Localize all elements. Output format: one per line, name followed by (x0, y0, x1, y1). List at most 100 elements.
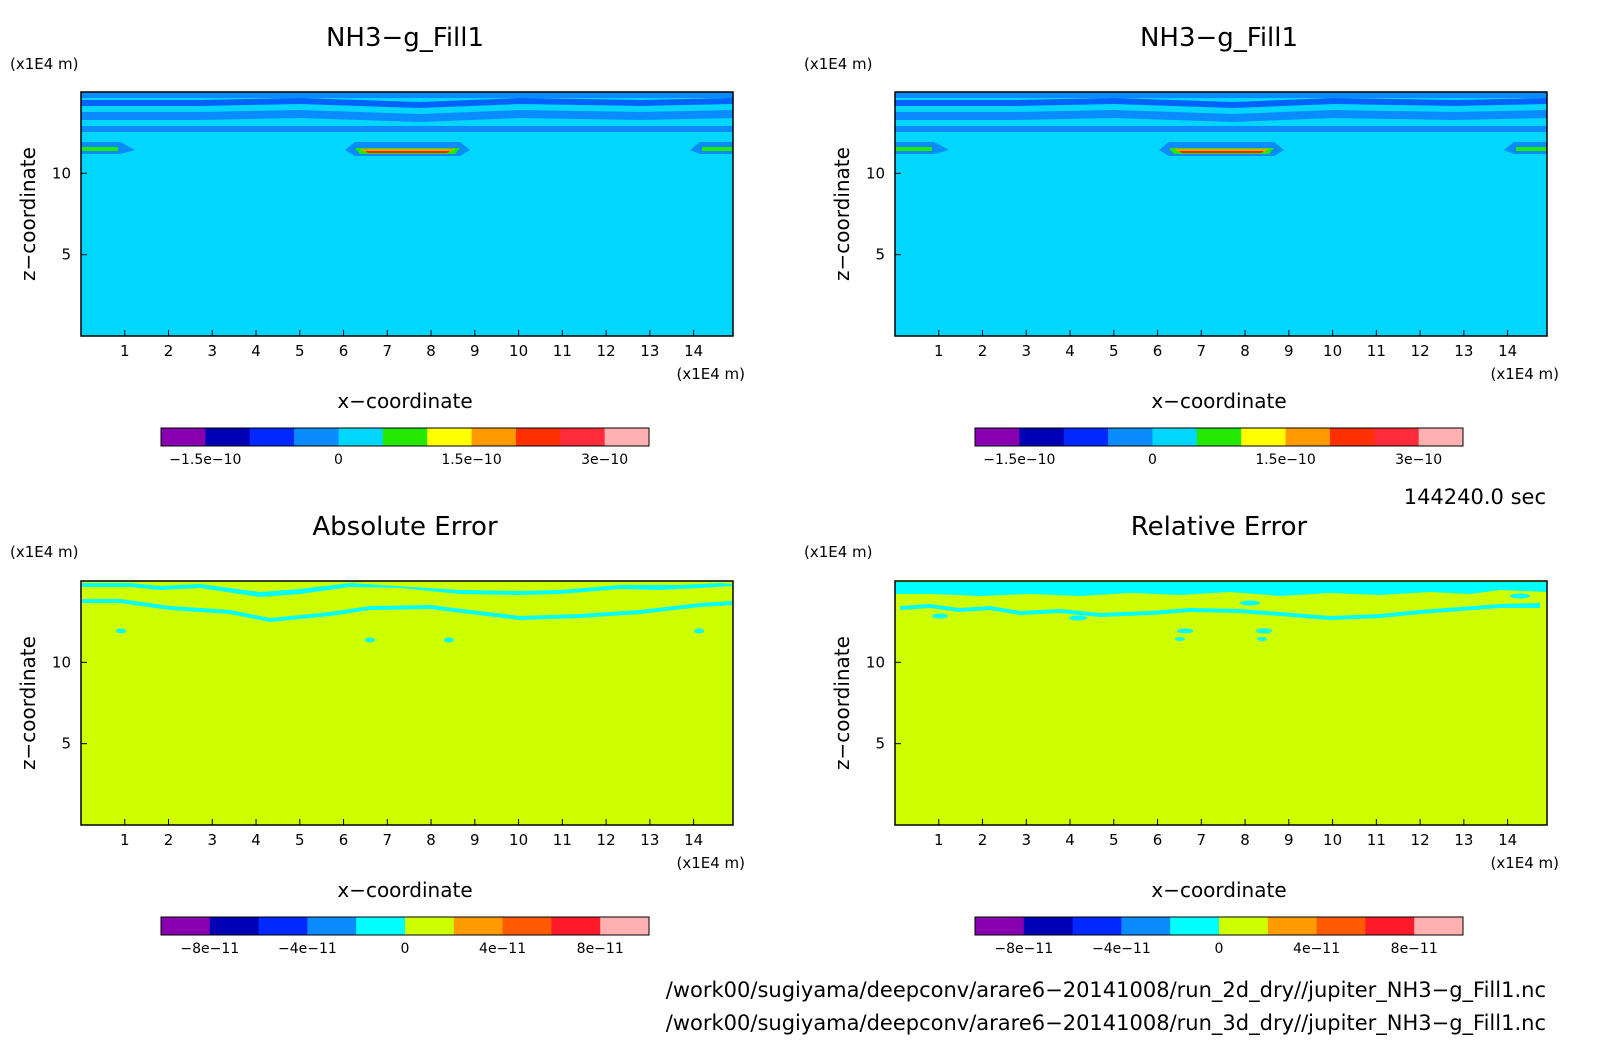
colorbar-swatch (1414, 917, 1464, 935)
colorbar-swatch (161, 428, 206, 446)
x-tick-label: 13 (1454, 831, 1473, 849)
colorbar-tick-label: −4e−11 (1092, 941, 1151, 957)
colorbar: −8e−11 −4e−11 0 4e−11 8e−11 (974, 916, 1464, 957)
x-tick-label: 8 (1240, 831, 1250, 849)
colorbar-swatch (258, 917, 308, 935)
x-axis-ticks: 1 2 3 4 5 6 7 8 9 10 11 12 13 14 (120, 819, 703, 849)
x-tick-label: 11 (1367, 342, 1386, 360)
x-tick-label: 2 (978, 831, 988, 849)
contour-feature (694, 628, 704, 634)
x-tick-label: 6 (339, 342, 349, 360)
contour-feature (1257, 637, 1267, 641)
x-tick-label: 7 (383, 342, 393, 360)
colorbar-swatch (249, 428, 295, 446)
panel-top-left: NH3−g_Fill1 (x1E4 m) 1 2 3 4 5 6 7 8 9 10 11 12 13 14… (10, 23, 745, 468)
y-tick-label: 5 (61, 735, 71, 753)
x-tick-label: 1 (120, 831, 130, 849)
colorbar-tick-label: 0 (1215, 941, 1224, 957)
x-axis-ticks: 1 2 3 4 5 6 7 8 9 10 11 12 13 14 (934, 819, 1517, 849)
colorbar-tick-label: −8e−11 (180, 941, 239, 957)
y-unit-label: (x1E4 m) (804, 55, 873, 73)
plot-frame (80, 91, 734, 337)
colorbar-swatch (600, 917, 650, 935)
contour-feature (895, 147, 932, 151)
colorbar-swatch (1219, 917, 1269, 935)
x-tick-label: 3 (1022, 342, 1032, 360)
x-tick-label: 13 (640, 342, 659, 360)
colorbar-swatch (1418, 428, 1464, 446)
contour-band (81, 92, 733, 98)
x-tick-label: 5 (1109, 342, 1119, 360)
colorbar: −1.5e−10 0 1.5e−10 3e−10 (160, 427, 650, 468)
x-tick-label: 10 (509, 342, 528, 360)
colorbar-tick-label: −8e−11 (994, 941, 1053, 957)
colorbar-tick-label: 1.5e−10 (441, 452, 501, 468)
x-tick-label: 12 (597, 342, 616, 360)
colorbar: −8e−11 −4e−11 0 4e−11 8e−11 (160, 916, 650, 957)
x-tick-label: 9 (1284, 342, 1294, 360)
x-unit-label: (x1E4 m) (1490, 854, 1559, 872)
x-tick-label: 5 (295, 342, 305, 360)
colorbar-swatch (604, 428, 650, 446)
x-tick-label: 12 (1411, 342, 1430, 360)
colorbar-swatch (1316, 917, 1366, 935)
x-tick-label: 4 (1065, 831, 1075, 849)
panel-title: Relative Error (1131, 512, 1308, 542)
colorbar-tick-label: 0 (401, 941, 410, 957)
x-axis-label: x−coordinate (1151, 878, 1286, 902)
contour-feature (1256, 628, 1272, 634)
x-tick-label: 11 (553, 831, 572, 849)
y-tick-label: 10 (866, 164, 885, 182)
colorbar-frame (160, 427, 650, 447)
contour-feature (1510, 593, 1530, 599)
colorbar-swatch (1152, 428, 1198, 446)
contour-band (81, 126, 733, 132)
colorbar-swatch (1063, 428, 1109, 446)
time-label: 144240.0 sec (1404, 485, 1546, 509)
contour-feature (895, 582, 1547, 596)
x-tick-label: 5 (295, 831, 305, 849)
contour-feature (81, 583, 733, 597)
x-tick-label: 10 (1323, 342, 1342, 360)
colorbar-swatch (975, 428, 1020, 446)
x-tick-label: 6 (1153, 342, 1163, 360)
contour-feature (81, 147, 118, 151)
y-axis-label: z−coordinate (16, 636, 40, 770)
plot-area (80, 580, 734, 826)
panel-title: Absolute Error (312, 512, 498, 542)
x-tick-label: 11 (1367, 831, 1386, 849)
x-tick-label: 13 (640, 831, 659, 849)
x-tick-label: 2 (164, 831, 174, 849)
colorbar-frame (974, 427, 1464, 447)
colorbar-swatch (1374, 428, 1420, 446)
x-tick-label: 3 (208, 342, 218, 360)
colorbar-swatch (1121, 917, 1171, 935)
plot-frame (894, 91, 1548, 337)
colorbar-swatch (975, 917, 1025, 935)
colorbar-swatch (1267, 917, 1318, 935)
colorbar-swatch (1285, 428, 1331, 446)
contour-band (81, 98, 733, 108)
x-tick-label: 10 (509, 831, 528, 849)
colorbar-swatch (356, 917, 406, 935)
x-tick-label: 4 (251, 342, 261, 360)
colorbar-swatch (1072, 917, 1122, 935)
contour-feature (365, 637, 375, 643)
x-tick-label: 8 (426, 831, 436, 849)
x-tick-label: 9 (470, 342, 480, 360)
y-unit-label: (x1E4 m) (10, 55, 79, 73)
y-axis-ticks: 5 10 (866, 164, 901, 264)
x-unit-label: (x1E4 m) (1490, 365, 1559, 383)
contour-band (895, 92, 1547, 98)
x-tick-label: 2 (978, 342, 988, 360)
x-tick-label: 7 (1197, 831, 1207, 849)
x-tick-label: 12 (597, 831, 616, 849)
colorbar: −1.5e−10 0 1.5e−10 3e−10 (974, 427, 1464, 468)
panel-bottom-left: Absolute Error (x1E4 m) 1 2 3 4 5 6 7 8 9 10 11 12 1… (10, 512, 745, 957)
file-path-3d: /work00/sugiyama/deepconv/arare6−2014100… (666, 1011, 1546, 1036)
panel-bottom-right: Relative Error (x1E4 m) 1 2 3 4 5 6 7 8 9 10 11 12 1… (804, 512, 1559, 957)
contour-feature (116, 628, 126, 634)
panel-title: NH3−g_Fill1 (326, 23, 484, 53)
y-axis-ticks: 5 10 (52, 164, 87, 264)
plot-area (80, 91, 734, 337)
